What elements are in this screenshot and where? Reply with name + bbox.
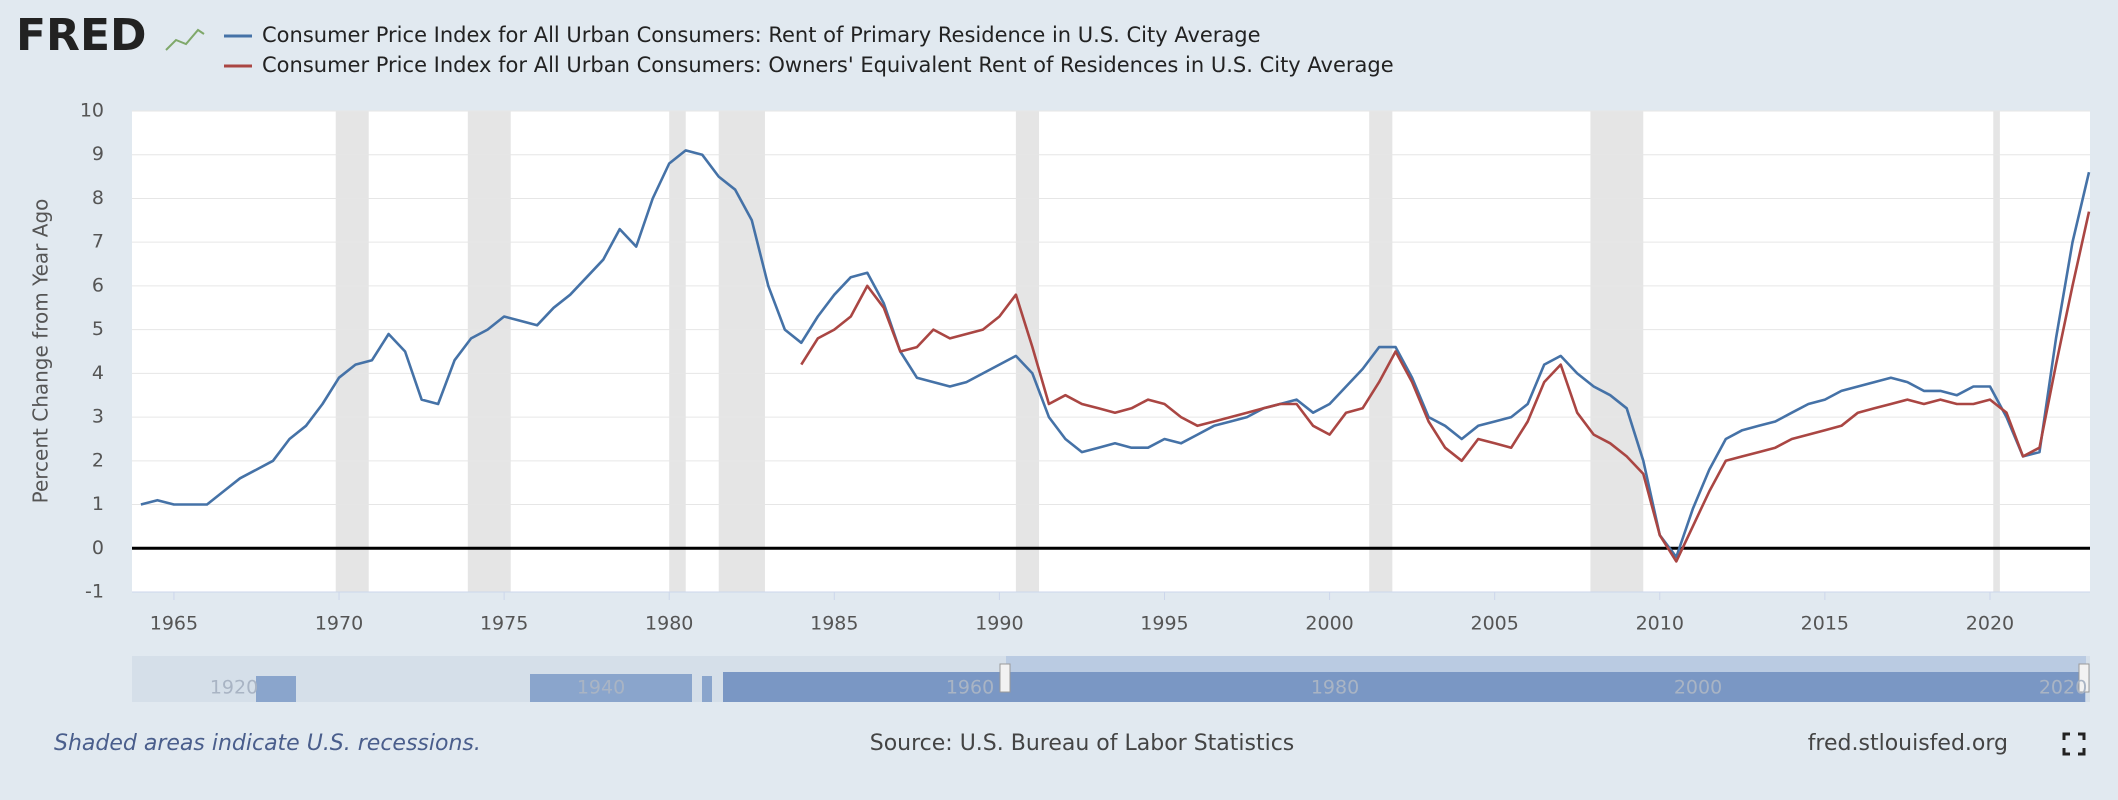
y-tick-label: 1 xyxy=(92,493,104,515)
recession-band xyxy=(718,111,765,592)
navigator-handle[interactable] xyxy=(999,663,1011,693)
recession-band xyxy=(1993,111,2000,592)
recession-band xyxy=(335,111,369,592)
navigator-series xyxy=(530,674,692,702)
navigator-handle[interactable] xyxy=(2078,663,2090,693)
y-tick-label: 6 xyxy=(92,274,104,296)
x-tick-label: 2015 xyxy=(1801,613,1849,635)
recession-band xyxy=(467,111,511,592)
y-tick-label: 0 xyxy=(92,537,104,559)
footer-source: Source: U.S. Bureau of Labor Statistics xyxy=(870,731,1295,756)
y-tick-label: 8 xyxy=(92,187,104,209)
y-tick-label: 9 xyxy=(92,143,104,165)
footer-site[interactable]: fred.stlouisfed.org xyxy=(1808,731,2008,756)
x-tick-label: 1985 xyxy=(810,613,858,635)
x-tick-label: 2000 xyxy=(1305,613,1353,635)
navigator-label: 1980 xyxy=(1311,677,1359,699)
navigator-label: 1940 xyxy=(577,677,625,699)
navigator-series xyxy=(256,676,296,702)
navigator-series xyxy=(723,672,2085,702)
legend-label: Consumer Price Index for All Urban Consu… xyxy=(262,23,1261,47)
x-tick-label: 1995 xyxy=(1140,613,1188,635)
footer-note: Shaded areas indicate U.S. recessions. xyxy=(54,731,481,756)
navigator-label: 2020 xyxy=(2039,677,2087,699)
navigator-label: 1960 xyxy=(946,677,994,699)
x-tick-label: 1965 xyxy=(150,613,198,635)
x-tick-label: 2005 xyxy=(1470,613,1518,635)
logo: FRED xyxy=(16,10,147,61)
x-tick-label: 2010 xyxy=(1636,613,1684,635)
plot-area xyxy=(132,111,2090,592)
y-tick-label: 3 xyxy=(92,406,104,428)
series-line xyxy=(800,211,2091,563)
y-tick-label: -1 xyxy=(85,581,104,603)
y-axis-label: Percent Change from Year Ago xyxy=(29,199,53,504)
y-tick-label: 10 xyxy=(80,100,104,122)
recession-band xyxy=(1369,111,1393,592)
y-tick-label: 4 xyxy=(92,362,104,384)
x-tick-label: 1990 xyxy=(975,613,1023,635)
logo-icon xyxy=(165,28,205,51)
y-tick-label: 2 xyxy=(92,449,104,471)
recession-band xyxy=(1015,111,1040,592)
x-tick-label: 2020 xyxy=(1966,613,2014,635)
navigator-label: 2000 xyxy=(1674,677,1722,699)
y-tick-label: 7 xyxy=(92,231,104,253)
legend-label: Consumer Price Index for All Urban Consu… xyxy=(262,53,1394,77)
y-tick-label: 5 xyxy=(92,318,104,340)
x-tick-label: 1970 xyxy=(315,613,363,635)
recession-band xyxy=(669,111,686,592)
navigator-series xyxy=(702,676,712,702)
navigator-label: 1920 xyxy=(210,677,258,699)
recession-band xyxy=(1590,111,1644,592)
series-line xyxy=(140,149,2091,559)
x-tick-label: 1975 xyxy=(480,613,528,635)
fullscreen-icon[interactable] xyxy=(2062,732,2086,756)
x-tick-label: 1980 xyxy=(645,613,693,635)
